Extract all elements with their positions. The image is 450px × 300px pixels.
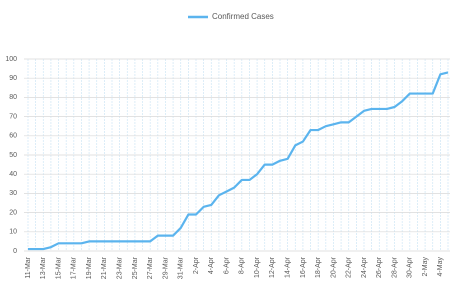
x-tick-label: 24-Apr bbox=[361, 256, 368, 278]
x-tick-label: 26-Apr bbox=[376, 256, 383, 278]
x-tick-label: 22-Apr bbox=[346, 256, 353, 278]
x-tick-label: 18-Apr bbox=[315, 256, 322, 278]
x-tick-label: 21-Mar bbox=[101, 256, 108, 279]
x-tick-label: 4-May bbox=[437, 257, 444, 277]
x-tick-label: 6-Apr bbox=[223, 256, 230, 274]
x-tick-label: 8-Apr bbox=[239, 256, 246, 274]
legend-label: Confirmed Cases bbox=[212, 12, 274, 21]
y-tick-label: 10 bbox=[9, 229, 17, 236]
x-tick-label: 15-Mar bbox=[55, 256, 62, 279]
x-tick-label: 28-Apr bbox=[391, 256, 398, 278]
x-tick-label: 12-Apr bbox=[269, 256, 276, 278]
y-tick-label: 30 bbox=[9, 190, 17, 197]
x-tick-label: 25-Mar bbox=[132, 256, 139, 279]
x-tick-label: 16-Apr bbox=[300, 256, 307, 278]
y-tick-label: 60 bbox=[9, 133, 17, 140]
y-tick-label: 40 bbox=[9, 171, 17, 178]
x-tick-label: 29-Mar bbox=[162, 256, 169, 279]
x-tick-label: 13-Mar bbox=[40, 256, 47, 279]
x-tick-label: 11-Mar bbox=[25, 256, 32, 278]
x-tick-label: 20-Apr bbox=[330, 256, 337, 278]
x-tick-label: 30-Apr bbox=[407, 256, 414, 278]
y-tick-label: 0 bbox=[13, 248, 17, 255]
x-tick-label: 27-Mar bbox=[147, 256, 154, 279]
x-tick-label: 31-Mar bbox=[178, 256, 185, 279]
x-tick-label: 4-Apr bbox=[208, 256, 215, 274]
x-tick-label: 2-Apr bbox=[193, 256, 200, 274]
y-tick-label: 80 bbox=[9, 94, 17, 101]
x-tick-label: 10-Apr bbox=[254, 256, 261, 278]
y-tick-label: 100 bbox=[5, 56, 17, 63]
x-tick-label: 17-Mar bbox=[71, 256, 78, 279]
x-tick-label: 14-Apr bbox=[284, 256, 291, 278]
y-tick-label: 20 bbox=[9, 209, 17, 216]
series-line bbox=[28, 71, 449, 251]
y-tick-label: 70 bbox=[9, 113, 17, 120]
x-tick-label: 2-May bbox=[422, 257, 429, 277]
y-tick-label: 50 bbox=[9, 152, 17, 159]
x-tick-label: 19-Mar bbox=[86, 256, 93, 279]
x-tick-label: 23-Mar bbox=[116, 256, 123, 279]
y-tick-label: 90 bbox=[9, 75, 17, 82]
